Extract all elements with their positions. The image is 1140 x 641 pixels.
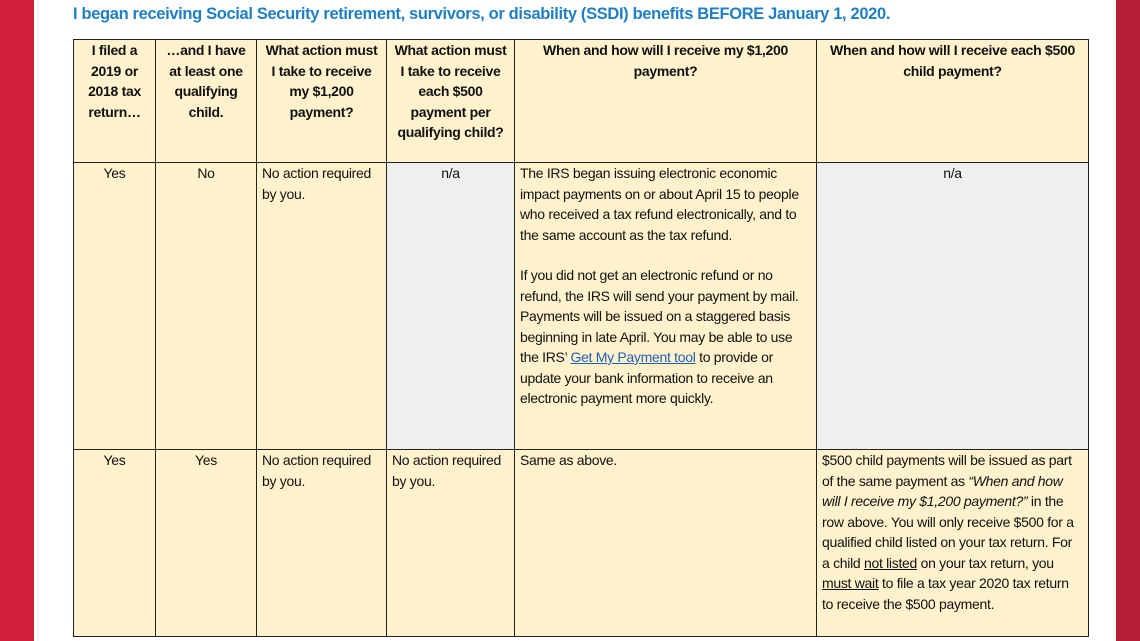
header-action-500: What action must I take to receive each …	[386, 39, 515, 163]
header-how-1200: When and how will I receive my $1,200 pa…	[514, 39, 817, 163]
text: on your tax return, you	[917, 554, 1054, 571]
cell-how-500: n/a	[816, 162, 1089, 450]
text: If you did not get an electronic refund …	[520, 267, 799, 365]
text: in the row above. You will only receive …	[822, 493, 1074, 571]
paragraph: If you did not get an electronic refund …	[520, 265, 811, 409]
paragraph: The IRS began issuing electronic economi…	[520, 165, 799, 243]
cell-how-1200: The IRS began issuing electronic economi…	[514, 162, 817, 450]
cell-how-500: $500 child payments will be issued as pa…	[816, 449, 1089, 637]
table-row: Yes No No action required by you. n/a Th…	[73, 162, 1089, 450]
header-child: …and I have at least one qualifying chil…	[155, 39, 257, 163]
cell-action-500: n/a	[386, 162, 515, 450]
page-title: I began receiving Social Security retire…	[73, 5, 891, 23]
table-row: Yes Yes No action required by you. No ac…	[73, 449, 1089, 637]
benefits-table: I filed a 2019 or 2018 tax return… …and …	[73, 39, 1089, 637]
cell-filed: Yes	[73, 162, 156, 450]
italic-text: “When and how will I receive my $1,200 p…	[822, 472, 1063, 510]
text: $500 child payments will be issued as pa…	[822, 452, 1072, 489]
cell-child: No	[155, 162, 257, 450]
text: to file a tax year 2020 tax return to re…	[822, 575, 1069, 612]
header-filed: I filed a 2019 or 2018 tax return…	[73, 39, 156, 163]
get-my-payment-link[interactable]: Get My Payment tool	[570, 349, 696, 365]
cell-child: Yes	[155, 449, 257, 637]
header-how-500: When and how will I receive each $500 ch…	[816, 39, 1089, 163]
left-red-border	[0, 0, 34, 641]
header-row: I filed a 2019 or 2018 tax return… …and …	[73, 39, 1089, 163]
underlined-text: must wait	[822, 575, 879, 591]
cell-action-1200: No action required by you.	[256, 162, 387, 450]
cell-filed: Yes	[73, 449, 156, 637]
cell-action-1200: No action required by you.	[256, 449, 387, 637]
underlined-text: not listed	[863, 554, 918, 571]
cell-how-1200: Same as above.	[514, 449, 817, 637]
text: to provide or update your bank informati…	[520, 349, 774, 406]
header-action-1200: What action must I take to receive my $1…	[256, 39, 387, 163]
cell-action-500: No action required by you.	[386, 449, 515, 637]
right-red-border	[1116, 0, 1140, 641]
